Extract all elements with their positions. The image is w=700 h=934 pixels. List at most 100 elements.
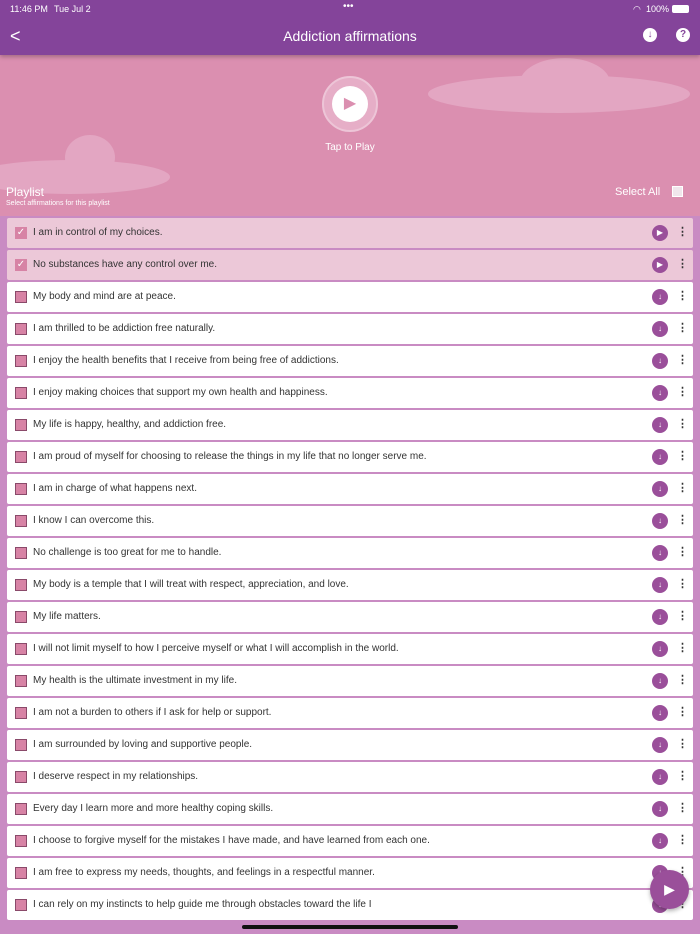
help-icon[interactable]: ? xyxy=(676,28,690,42)
checkbox[interactable] xyxy=(15,867,27,879)
affirmation-row[interactable]: I am not a burden to others if I ask for… xyxy=(7,698,693,728)
affirmation-row[interactable]: My health is the ultimate investment in … xyxy=(7,666,693,696)
download-icon[interactable]: ↓ xyxy=(652,705,668,721)
more-options-icon[interactable]: ⋮ xyxy=(677,674,688,686)
checkbox[interactable] xyxy=(15,451,27,463)
more-options-icon[interactable]: ⋮ xyxy=(677,770,688,782)
affirmation-text: I deserve respect in my relationships. xyxy=(33,771,199,782)
more-options-icon[interactable]: ⋮ xyxy=(677,802,688,814)
checkbox[interactable] xyxy=(15,835,27,847)
checkbox[interactable] xyxy=(15,803,27,815)
checkbox[interactable] xyxy=(15,291,27,303)
checkbox[interactable] xyxy=(15,515,27,527)
more-options-icon[interactable]: ⋮ xyxy=(677,738,688,750)
affirmation-text: I am not a burden to others if I ask for… xyxy=(33,707,272,718)
checkbox[interactable] xyxy=(15,547,27,559)
download-icon[interactable]: ↓ xyxy=(643,28,657,42)
play-fab-button[interactable]: ▶ xyxy=(650,870,689,909)
more-options-icon[interactable]: ⋮ xyxy=(677,450,688,462)
play-icon[interactable]: ▶ xyxy=(652,225,668,241)
affirmation-row[interactable]: My body and mind are at peace. ↓ ⋮ xyxy=(7,282,693,312)
download-icon[interactable]: ↓ xyxy=(652,513,668,529)
affirmation-list[interactable]: ✓ I am in control of my choices. ▶ ⋮ ✓ No… xyxy=(0,216,700,934)
affirmation-row[interactable]: I will not limit myself to how I perceiv… xyxy=(7,634,693,664)
affirmation-text: I can rely on my instincts to help guide… xyxy=(33,899,372,910)
download-icon[interactable]: ↓ xyxy=(652,353,668,369)
play-button[interactable]: ▶ xyxy=(322,76,378,132)
download-icon[interactable]: ↓ xyxy=(652,449,668,465)
download-icon[interactable]: ↓ xyxy=(652,385,668,401)
download-icon[interactable]: ↓ xyxy=(652,609,668,625)
download-icon[interactable]: ↓ xyxy=(652,737,668,753)
checkbox[interactable] xyxy=(15,675,27,687)
affirmation-row[interactable]: ✓ No substances have any control over me… xyxy=(7,250,693,280)
affirmation-row[interactable]: I am thrilled to be addiction free natur… xyxy=(7,314,693,344)
download-icon[interactable]: ↓ xyxy=(652,673,668,689)
affirmation-row[interactable]: I enjoy the health benefits that I recei… xyxy=(7,346,693,376)
checkbox[interactable] xyxy=(15,323,27,335)
affirmation-text: No challenge is too great for me to hand… xyxy=(33,547,222,558)
back-chevron-icon[interactable]: < xyxy=(10,26,21,46)
affirmation-row[interactable]: I am in charge of what happens next. ↓ ⋮ xyxy=(7,474,693,504)
affirmation-row[interactable]: My body is a temple that I will treat wi… xyxy=(7,570,693,600)
download-icon[interactable]: ↓ xyxy=(652,545,668,561)
checkbox[interactable] xyxy=(15,771,27,783)
download-icon[interactable]: ↓ xyxy=(652,801,668,817)
affirmation-row[interactable]: My life matters. ↓ ⋮ xyxy=(7,602,693,632)
affirmation-text: I am surrounded by loving and supportive… xyxy=(33,739,253,750)
more-options-icon[interactable]: ⋮ xyxy=(677,226,688,238)
affirmation-row[interactable]: I deserve respect in my relationships. ↓… xyxy=(7,762,693,792)
affirmation-text: I know I can overcome this. xyxy=(33,515,155,526)
more-options-icon[interactable]: ⋮ xyxy=(677,642,688,654)
battery-level: 100% xyxy=(646,4,670,14)
download-icon[interactable]: ↓ xyxy=(652,641,668,657)
affirmation-row[interactable]: No challenge is too great for me to hand… xyxy=(7,538,693,568)
more-options-icon[interactable]: ⋮ xyxy=(677,322,688,334)
more-options-icon[interactable]: ⋮ xyxy=(677,546,688,558)
checkbox[interactable] xyxy=(15,707,27,719)
affirmation-row[interactable]: I enjoy making choices that support my o… xyxy=(7,378,693,408)
affirmation-row[interactable]: I am proud of myself for choosing to rel… xyxy=(7,442,693,472)
download-icon[interactable]: ↓ xyxy=(652,833,668,849)
affirmation-row[interactable]: My life is happy, healthy, and addiction… xyxy=(7,410,693,440)
download-icon[interactable]: ↓ xyxy=(652,321,668,337)
affirmation-row[interactable]: I am surrounded by loving and supportive… xyxy=(7,730,693,760)
more-options-icon[interactable]: ⋮ xyxy=(677,610,688,622)
more-options-icon[interactable]: ⋮ xyxy=(677,386,688,398)
affirmation-row[interactable]: Every day I learn more and more healthy … xyxy=(7,794,693,824)
affirmation-text: My life is happy, healthy, and addiction… xyxy=(33,419,227,430)
checkbox[interactable] xyxy=(15,387,27,399)
more-options-icon[interactable]: ⋮ xyxy=(677,482,688,494)
more-options-icon[interactable]: ⋮ xyxy=(677,514,688,526)
checkbox[interactable] xyxy=(15,643,27,655)
checkbox[interactable] xyxy=(15,579,27,591)
play-icon[interactable]: ▶ xyxy=(652,257,668,273)
select-all-checkbox[interactable] xyxy=(672,186,683,197)
checkbox[interactable]: ✓ xyxy=(15,227,27,239)
checkbox[interactable] xyxy=(15,419,27,431)
more-options-icon[interactable]: ⋮ xyxy=(677,354,688,366)
checkbox[interactable] xyxy=(15,355,27,367)
download-icon[interactable]: ↓ xyxy=(652,769,668,785)
affirmation-row[interactable]: I know I can overcome this. ↓ ⋮ xyxy=(7,506,693,536)
more-options-icon[interactable]: ⋮ xyxy=(677,290,688,302)
download-icon[interactable]: ↓ xyxy=(652,481,668,497)
download-icon[interactable]: ↓ xyxy=(652,577,668,593)
more-options-icon[interactable]: ⋮ xyxy=(677,258,688,270)
affirmation-row[interactable]: I can rely on my instincts to help guide… xyxy=(7,890,693,920)
more-options-icon[interactable]: ⋮ xyxy=(677,578,688,590)
checkbox[interactable] xyxy=(15,483,27,495)
affirmation-row[interactable]: I am free to express my needs, thoughts,… xyxy=(7,858,693,888)
more-options-icon[interactable]: ⋮ xyxy=(677,866,688,878)
more-options-icon[interactable]: ⋮ xyxy=(677,706,688,718)
affirmation-row[interactable]: ✓ I am in control of my choices. ▶ ⋮ xyxy=(7,218,693,248)
download-icon[interactable]: ↓ xyxy=(652,417,668,433)
affirmation-row[interactable]: I choose to forgive myself for the mista… xyxy=(7,826,693,856)
checkbox[interactable] xyxy=(15,739,27,751)
checkbox[interactable] xyxy=(15,899,27,911)
download-icon[interactable]: ↓ xyxy=(652,289,668,305)
checkbox[interactable]: ✓ xyxy=(15,259,27,271)
more-options-icon[interactable]: ⋮ xyxy=(677,418,688,430)
more-options-icon[interactable]: ⋮ xyxy=(677,834,688,846)
checkbox[interactable] xyxy=(15,611,27,623)
